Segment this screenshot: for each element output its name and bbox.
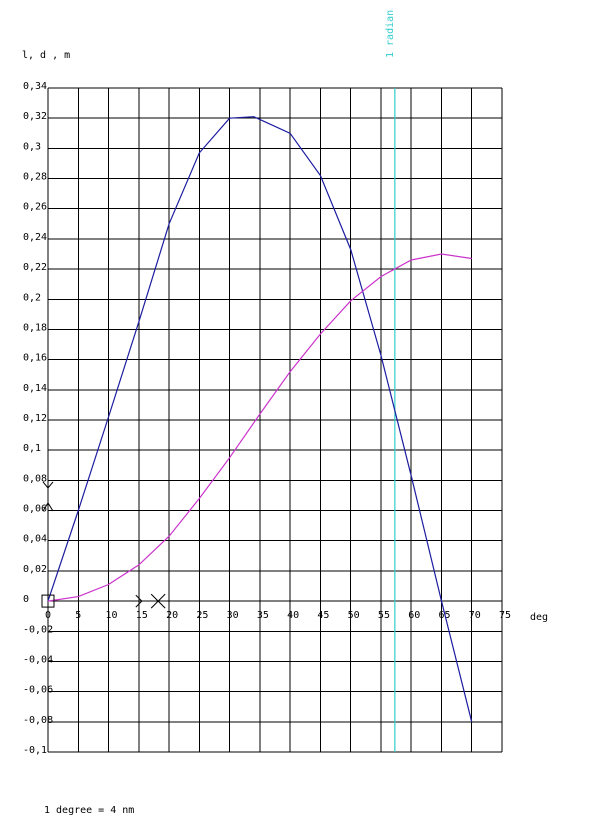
y-tick-label: -0,1 (23, 745, 47, 756)
series-line-2 (47, 253, 472, 602)
x-tick-labels: 0 5 10 15 20 25 30 35 40 45 50 55 60 65 70 75 (45, 610, 511, 621)
y-tick-label: -0,04 (23, 654, 53, 665)
x-tick-label: 15 (136, 610, 148, 621)
y-tick-label: 0,24 (23, 232, 47, 243)
x-tick-label: 10 (106, 610, 118, 621)
y-tick-label: 0,18 (23, 322, 47, 333)
x-tick-label: 20 (166, 610, 178, 621)
series-lines (47, 116, 473, 722)
y-tick-label: -0,02 (23, 624, 53, 635)
x-tick-label: 25 (196, 610, 208, 621)
y-tick-label: 0,32 (23, 111, 47, 122)
x-tick-label: 0 (45, 610, 51, 621)
x-tick-label: 60 (408, 610, 420, 621)
y-arrow-marker (42, 481, 54, 489)
x-axis-label: deg (530, 612, 548, 623)
y-tick-label: 0,12 (23, 413, 47, 424)
y-tick-label: 0,34 (23, 81, 47, 92)
x-cross-marker (150, 593, 166, 609)
origin-square-marker (41, 594, 55, 608)
y-tick-label: 0,26 (23, 202, 47, 213)
y-tick-label: 0,28 (23, 172, 47, 183)
x-tick-label: 5 (75, 610, 81, 621)
scale-footnote: 1 degree = 4 nm (44, 805, 135, 816)
grid (47, 87, 503, 753)
x-tick-label: 75 (499, 610, 511, 621)
y-tick-label: 0,22 (23, 262, 47, 273)
y-tick-label: 0,1 (23, 443, 41, 454)
axis-markers (41, 481, 166, 609)
y-tick-label: 0 (23, 594, 29, 605)
y-tick-label: 0,06 (23, 504, 47, 515)
y-tick-label: 0,3 (23, 141, 41, 152)
y-tick-label: 0,2 (23, 292, 41, 303)
y-tick-label: 0,02 (23, 564, 47, 575)
y-arrow-marker-2 (42, 502, 54, 512)
x-tick-label: 50 (348, 610, 360, 621)
y-axis-label: l, d , m (22, 50, 70, 61)
x-tick-label: 70 (469, 610, 481, 621)
x-tick-label: 40 (287, 610, 299, 621)
x-tick-label: 65 (438, 610, 450, 621)
x-tick-label: 30 (227, 610, 239, 621)
y-tick-label: -0,08 (23, 715, 53, 726)
y-tick-label: -0,06 (23, 685, 53, 696)
radian-label: 1 radian (385, 10, 396, 58)
radian-reference: 1 radian (385, 10, 396, 752)
x-tick-label: 35 (257, 610, 269, 621)
series-line-1 (47, 116, 473, 722)
y-tick-label: 0,04 (23, 534, 47, 545)
x-arrow-marker (135, 594, 143, 608)
y-tick-label: 0,14 (23, 383, 47, 394)
x-tick-label: 45 (317, 610, 329, 621)
y-tick-label: 0,16 (23, 353, 47, 364)
y-tick-label: 0,08 (23, 473, 47, 484)
y-tick-labels: -0,1 -0,08 -0,06 -0,04 -0,02 0 0,02 0,04 0,06 0,0… (23, 81, 53, 756)
x-tick-label: 55 (378, 610, 390, 621)
